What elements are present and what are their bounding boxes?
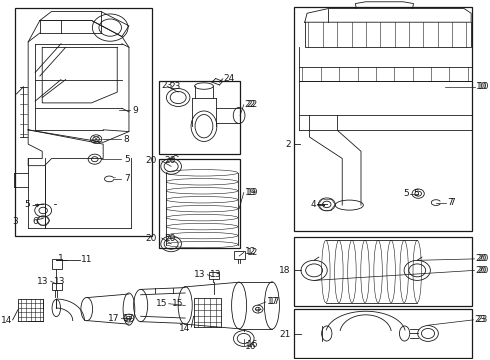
Text: 20: 20: [477, 255, 489, 264]
Text: 10: 10: [478, 82, 489, 91]
Text: 20: 20: [165, 157, 176, 166]
Text: 13: 13: [194, 270, 205, 279]
Text: →: →: [318, 201, 325, 210]
Bar: [51, 259, 62, 269]
Text: 9: 9: [133, 105, 139, 114]
Text: 12: 12: [246, 248, 258, 257]
Text: 5: 5: [124, 155, 129, 164]
Text: 24: 24: [223, 74, 234, 83]
Text: 7: 7: [449, 198, 455, 207]
Text: 5: 5: [403, 189, 409, 198]
Text: 7: 7: [124, 175, 129, 184]
Text: 22: 22: [245, 100, 256, 109]
Bar: [294, 7, 471, 231]
Bar: [294, 310, 471, 358]
Bar: [294, 237, 471, 306]
Text: 20: 20: [475, 255, 487, 264]
Text: 6: 6: [33, 217, 39, 226]
Text: 15: 15: [172, 299, 183, 308]
Text: 4: 4: [310, 200, 316, 209]
Bar: [234, 251, 245, 259]
Text: 23: 23: [476, 315, 488, 324]
Bar: [209, 272, 219, 279]
Text: 13: 13: [210, 270, 221, 279]
Bar: [51, 283, 62, 291]
Text: 2: 2: [285, 140, 291, 149]
Text: 5: 5: [413, 189, 419, 198]
Bar: [159, 159, 240, 248]
Text: 19: 19: [245, 188, 256, 197]
Text: 11: 11: [81, 255, 92, 264]
Text: 23: 23: [161, 81, 172, 90]
Text: 16: 16: [245, 342, 256, 351]
Text: 13: 13: [53, 276, 65, 285]
Text: 14: 14: [179, 324, 190, 333]
Text: 20: 20: [145, 234, 157, 243]
Bar: [15, 8, 152, 235]
Text: →: →: [32, 201, 39, 210]
Text: 10: 10: [476, 82, 488, 91]
Text: 12: 12: [245, 247, 256, 256]
Text: 8: 8: [124, 135, 129, 144]
Bar: [159, 81, 240, 154]
Text: 16: 16: [246, 341, 258, 350]
Text: 15: 15: [156, 299, 168, 308]
Text: 20: 20: [145, 157, 157, 166]
Text: 17: 17: [123, 314, 135, 323]
Text: 1: 1: [57, 255, 63, 264]
Text: 17: 17: [269, 297, 280, 306]
Text: 23: 23: [474, 315, 486, 324]
Text: 13: 13: [37, 276, 49, 285]
Text: 5: 5: [24, 199, 30, 208]
Text: 17: 17: [267, 297, 278, 306]
Text: 7: 7: [447, 198, 453, 207]
Text: 22: 22: [246, 100, 258, 109]
Text: 3: 3: [13, 217, 19, 226]
Text: 20: 20: [477, 266, 489, 275]
Text: 23: 23: [170, 82, 181, 91]
Text: 20: 20: [165, 234, 176, 243]
Text: 21: 21: [279, 330, 291, 339]
Text: 17: 17: [108, 314, 119, 323]
Text: 19: 19: [246, 188, 258, 197]
Text: 18: 18: [279, 266, 291, 275]
Text: 20: 20: [475, 266, 487, 275]
Text: 14: 14: [1, 316, 13, 325]
